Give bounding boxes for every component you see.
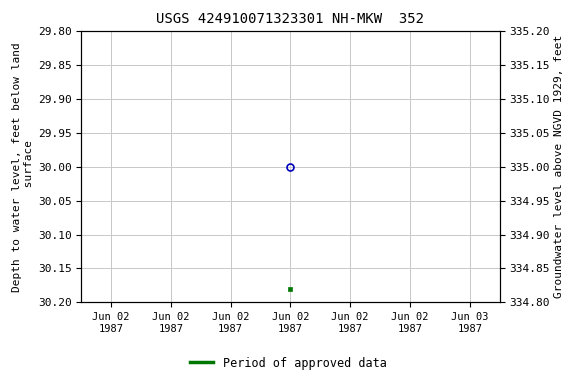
Y-axis label: Groundwater level above NGVD 1929, feet: Groundwater level above NGVD 1929, feet — [554, 35, 564, 298]
Y-axis label: Depth to water level, feet below land
 surface: Depth to water level, feet below land su… — [12, 42, 33, 292]
Legend: Period of approved data: Period of approved data — [185, 352, 391, 374]
Title: USGS 424910071323301 NH-MKW  352: USGS 424910071323301 NH-MKW 352 — [157, 12, 425, 26]
